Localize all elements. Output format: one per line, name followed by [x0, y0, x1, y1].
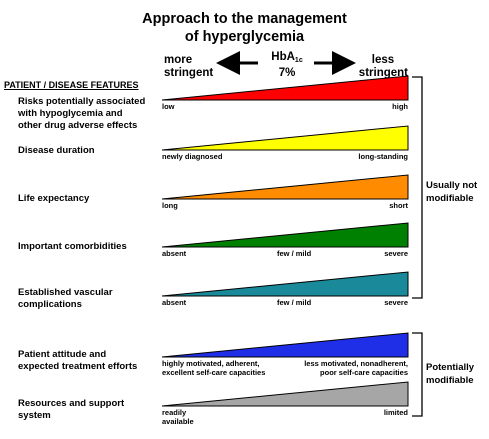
more-stringent-line-2: stringent — [164, 67, 214, 79]
feature-label-line: other drug adverse effects — [18, 120, 138, 131]
tick-line: excellent self-care capacities — [162, 368, 266, 377]
features-header: PATIENT / DISEASE FEATURES — [4, 80, 139, 90]
hba-text: HbA — [271, 51, 295, 63]
hba-value: 7% — [278, 67, 296, 79]
potentially-modifiable-label: Potentially modifiable — [426, 361, 474, 387]
tick-label-left: long — [162, 201, 178, 210]
feature-label-7: Resources and support system — [18, 398, 124, 422]
tick-line: less motivated, nonadherent, — [304, 359, 408, 368]
feature-wedge-2 — [161, 125, 409, 151]
tick-label-left: highly motivated, adherent, excellent sel… — [162, 359, 265, 377]
tick-label-left: absent — [162, 298, 187, 307]
hba-subscript: 1c — [294, 57, 303, 64]
usually-not-modifiable-label: Usually not modifiable — [426, 179, 477, 205]
tick-label-middle: few / mild — [277, 298, 312, 307]
feature-label-line: Important comorbidities — [18, 241, 127, 252]
feature-label-line: expected treatment efforts — [18, 361, 138, 372]
tick-line: highly motivated, adherent, — [162, 359, 260, 368]
tick-label-left: newly diagnosed — [162, 152, 223, 161]
feature-label-2: Disease duration — [18, 145, 95, 157]
tick-label-left: low — [162, 102, 175, 111]
less-stringent-label: less stringent — [358, 54, 408, 80]
feature-label-line: Disease duration — [18, 145, 95, 156]
tick-line: readily — [162, 408, 187, 417]
tick-label-right: limited — [162, 408, 408, 417]
feature-label-line: complications — [18, 299, 82, 310]
tick-label-right: long-standing — [358, 152, 408, 161]
feature-label-1: Risks potentially associated with hypogly… — [18, 96, 145, 132]
feature-label-line: Established vascular — [18, 287, 113, 298]
feature-label-line: with hypoglycemia and — [18, 108, 123, 119]
bracket-potentially-modifiable — [412, 332, 423, 417]
diagram-title: Approach to the management of hyperglyce… — [0, 10, 489, 46]
feature-label-line: Resources and support — [18, 398, 125, 409]
feature-wedge-4 — [161, 222, 409, 248]
tick-label-right: severe — [384, 249, 408, 258]
tick-label-right: high — [392, 102, 408, 111]
title-line-2: of hyperglycemia — [184, 29, 305, 45]
tick-line: limited — [383, 408, 408, 417]
tick-line: available — [162, 417, 194, 426]
tick-label-right: less motivated, nonadherent, poor self-ca… — [162, 359, 408, 377]
potentially-line-2: modifiable — [426, 375, 474, 386]
feature-label-5: Established vascular complications — [18, 287, 113, 311]
less-stringent-line-2: stringent — [358, 67, 408, 79]
potentially-line-1: Potentially — [426, 362, 475, 373]
usually-line-1: Usually not — [426, 180, 478, 191]
feature-wedge-7 — [161, 381, 409, 407]
more-stringent-line-1: more — [164, 54, 193, 66]
feature-label-4: Important comorbidities — [18, 241, 127, 253]
feature-wedge-3 — [161, 174, 409, 200]
feature-wedge-6 — [161, 332, 409, 358]
tick-label-left: readily available — [162, 408, 194, 426]
tick-label-middle: few / mild — [277, 249, 312, 258]
tick-label-right: short — [389, 201, 408, 210]
usually-line-2: modifiable — [426, 193, 474, 204]
feature-label-3: Life expectancy — [18, 193, 89, 205]
hba1c-label: HbA1c 7% — [262, 51, 312, 80]
tick-label-right: severe — [384, 298, 408, 307]
bracket-usually-not-modifiable — [412, 76, 423, 299]
tick-line: poor self-care capacities — [320, 368, 408, 377]
feature-label-line: Risks potentially associated — [18, 96, 146, 107]
feature-label-line: Patient attitude and — [18, 349, 107, 360]
more-stringent-label: more stringent — [164, 54, 213, 80]
feature-label-line: Life expectancy — [18, 193, 90, 204]
feature-wedge-1 — [161, 75, 409, 101]
tick-label-left: absent — [162, 249, 187, 258]
less-stringent-line-1: less — [371, 54, 395, 66]
feature-label-6: Patient attitude and expected treatment e… — [18, 349, 137, 373]
feature-label-line: system — [18, 410, 51, 421]
feature-wedge-5 — [161, 271, 409, 297]
title-line-1: Approach to the management — [142, 11, 347, 27]
